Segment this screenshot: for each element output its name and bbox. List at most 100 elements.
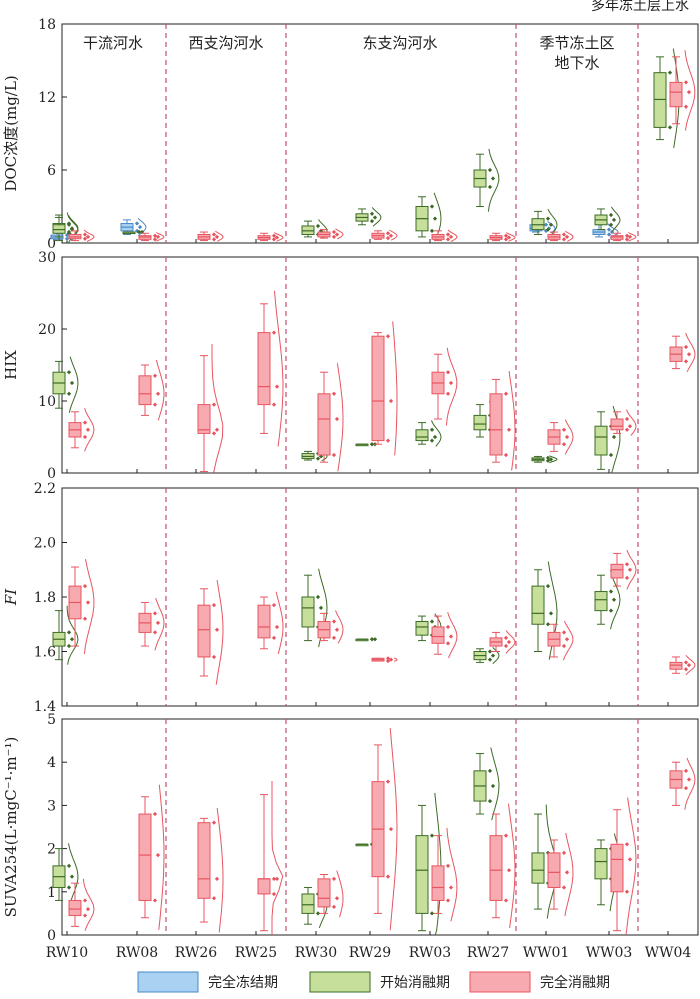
data-point [667,70,673,75]
y-axis-label: DOC浓度(mg/L) [2,75,20,191]
top-right-label: 多年冻土层上水 [591,0,689,14]
data-point [274,235,280,240]
panel-1: 0 6 12 18 DOC浓度(mg/L) [2,17,699,252]
y-tick-label: 18 [38,17,56,33]
data-point [445,863,451,869]
box-RW08-thaw [138,784,165,930]
y-tick-label: 2.2 [34,481,56,497]
box-WW03-thaw [610,409,637,436]
data-point [66,391,72,396]
data-point [271,891,277,897]
panel-4: 0 1 2 3 4 5 SUVA254(L·mgC⁻¹·m⁻¹) [2,712,699,944]
data-point [152,630,158,635]
data-point [372,637,378,642]
density-curve [66,605,79,665]
density-curve [216,807,224,933]
box-WW01-onset [531,561,558,660]
box-RW10-onset [52,356,79,414]
data-point [448,380,454,386]
density-curve [215,230,224,242]
data-point [548,222,554,227]
box-RW25-thaw [257,591,284,655]
data-point [448,234,454,240]
box-iqr [301,596,315,628]
data-point [683,667,689,672]
density-curve [336,870,344,918]
data-point [686,90,692,95]
data-point [369,637,375,642]
box-WW01-onset [531,455,558,464]
box-WW03-thaw [610,549,637,590]
data-point [211,232,217,237]
box-iqr [669,661,683,670]
data-point [152,611,158,616]
site-label-WW03: WW03 [586,945,633,961]
density-curve [335,228,344,240]
box-RW26-thaw [197,807,224,933]
box-RW08-thaw [138,359,165,421]
data-point [606,232,612,237]
box-WW03-onset [594,570,621,630]
data-point [152,237,158,242]
y-tick-label: 1.6 [34,645,56,661]
data-point [561,643,567,649]
box-RW30-thaw [317,610,344,644]
group-label-seasonal: 季节冻土区 [539,34,614,52]
box-RW25-thaw [257,781,284,935]
data-point [624,427,630,432]
density-curve [336,363,344,472]
site-label-RW08: RW08 [116,945,158,961]
density-curve [389,728,398,931]
data-point [385,438,391,443]
box-RW03-thaw [431,347,458,426]
data-point [624,237,630,242]
box-RW03-thaw [431,827,458,922]
box-RW08-thaw [138,597,165,651]
density-curve [83,229,95,242]
box-iqr [473,414,487,431]
data-point [487,657,493,662]
data-point [445,898,451,903]
box-RW27-onset [473,647,500,665]
data-point [66,885,72,890]
data-point [388,827,394,832]
data-point [503,635,509,640]
data-point [66,643,72,649]
box-iqr [301,225,315,235]
box-RW30-thaw [317,363,344,472]
density-curve [274,290,284,447]
box-WW04-thaw [669,654,696,676]
data-point [271,233,277,238]
y-tick-label: 1.8 [34,590,56,606]
data-point [334,896,340,901]
box-RW30-thaw [317,228,344,240]
box-RW29-thaw [371,656,398,664]
y-tick-label: 0 [47,928,56,944]
data-point [445,641,451,646]
density-curve [156,232,165,242]
data-point [683,359,689,364]
data-point [683,660,689,665]
data-point [214,427,220,432]
box-RW26-thaw [197,230,224,242]
data-point [445,391,451,396]
data-point [429,204,435,209]
box-WW01-thaw [547,230,574,242]
box-WW01-thaw [547,620,574,661]
density-curve [215,580,224,685]
box-RW03-onset [415,420,442,447]
data-point [545,458,551,463]
box-RW27-onset [473,148,500,212]
data-point [611,597,617,602]
legend: 完全冻结期 开始消融期 完全消融期 [137,971,610,993]
data-point [66,222,72,227]
data-point [331,876,337,881]
data-point [561,232,567,237]
data-point [429,427,435,432]
data-point [271,603,277,608]
density-curve [84,408,95,452]
data-point [315,911,321,916]
box-WW04-thaw [669,757,696,810]
data-point [331,452,337,458]
